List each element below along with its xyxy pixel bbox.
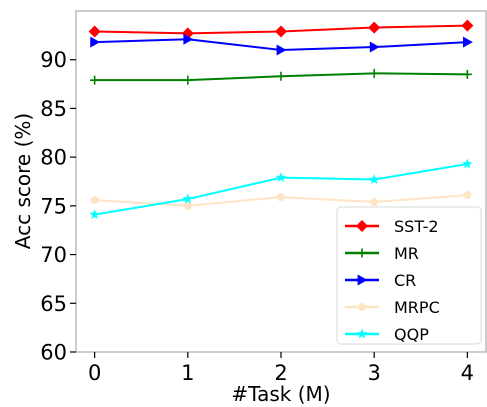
data-point (276, 192, 286, 201)
y-tick-label: 65 (40, 292, 67, 316)
x-tick-label: 2 (274, 361, 287, 385)
data-point (369, 197, 379, 206)
y-tick-label: 75 (40, 194, 67, 218)
legend-box (336, 206, 482, 345)
data-point (275, 172, 287, 183)
x-tick-label: 4 (461, 361, 474, 385)
x-tick-label: 3 (367, 361, 380, 385)
legend-entry: MR (345, 244, 419, 263)
x-axis-title: #Task (M) (231, 382, 330, 406)
series-qqp (89, 158, 473, 220)
legend-marker (356, 328, 368, 339)
legend: SST-2 MR CR MRPC QQP (336, 206, 482, 345)
y-tick-label: 70 (40, 243, 67, 267)
legend-label: SST-2 (394, 217, 439, 236)
legend-label: MRPC (394, 298, 440, 317)
data-point (368, 174, 380, 184)
data-point (90, 36, 101, 48)
data-point (461, 19, 474, 32)
data-point (276, 71, 286, 81)
data-point (183, 75, 193, 85)
data-point (183, 33, 194, 45)
legend-label: QQP (394, 325, 429, 344)
y-tick-label: 80 (40, 146, 67, 170)
legend-entry: CR (345, 271, 416, 290)
data-point (275, 25, 287, 38)
data-point (369, 68, 379, 78)
data-point (369, 41, 380, 53)
legend-marker (357, 248, 367, 258)
legend-marker (357, 274, 368, 286)
x-tick-label: 0 (88, 361, 101, 385)
data-point (462, 36, 473, 48)
data-point (183, 201, 193, 210)
legend-marker (357, 302, 367, 311)
series-cr (90, 33, 473, 56)
data-point (276, 44, 287, 56)
series-sst-2 (88, 19, 474, 40)
data-point (462, 69, 472, 79)
data-point (88, 25, 101, 38)
legend-label: MR (394, 244, 419, 263)
data-point (463, 190, 472, 199)
legend-entry: MRPC (345, 298, 440, 317)
data-point (90, 195, 99, 204)
legend-entry: QQP (345, 325, 429, 344)
data-point (368, 21, 381, 34)
series-mr (90, 68, 472, 85)
data-point (89, 209, 100, 220)
y-axis-title: Acc score (%) (11, 113, 35, 249)
data-point (90, 75, 100, 85)
legend-label: CR (394, 271, 416, 290)
data-point (182, 193, 194, 204)
y-axis: 60 65 70 75 80 85 90 (40, 48, 76, 365)
x-axis: 0 1 2 3 4 (88, 352, 474, 385)
y-tick-label: 85 (40, 97, 67, 121)
y-tick-label: 90 (40, 48, 67, 72)
x-tick-label: 1 (181, 361, 194, 385)
y-tick-label: 60 (40, 341, 67, 365)
legend-items: SST-2 MR CR MRPC QQP (345, 217, 440, 344)
legend-entry: SST-2 (345, 217, 439, 236)
series-layer (88, 19, 474, 220)
data-point (462, 158, 473, 169)
legend-marker (356, 220, 368, 232)
